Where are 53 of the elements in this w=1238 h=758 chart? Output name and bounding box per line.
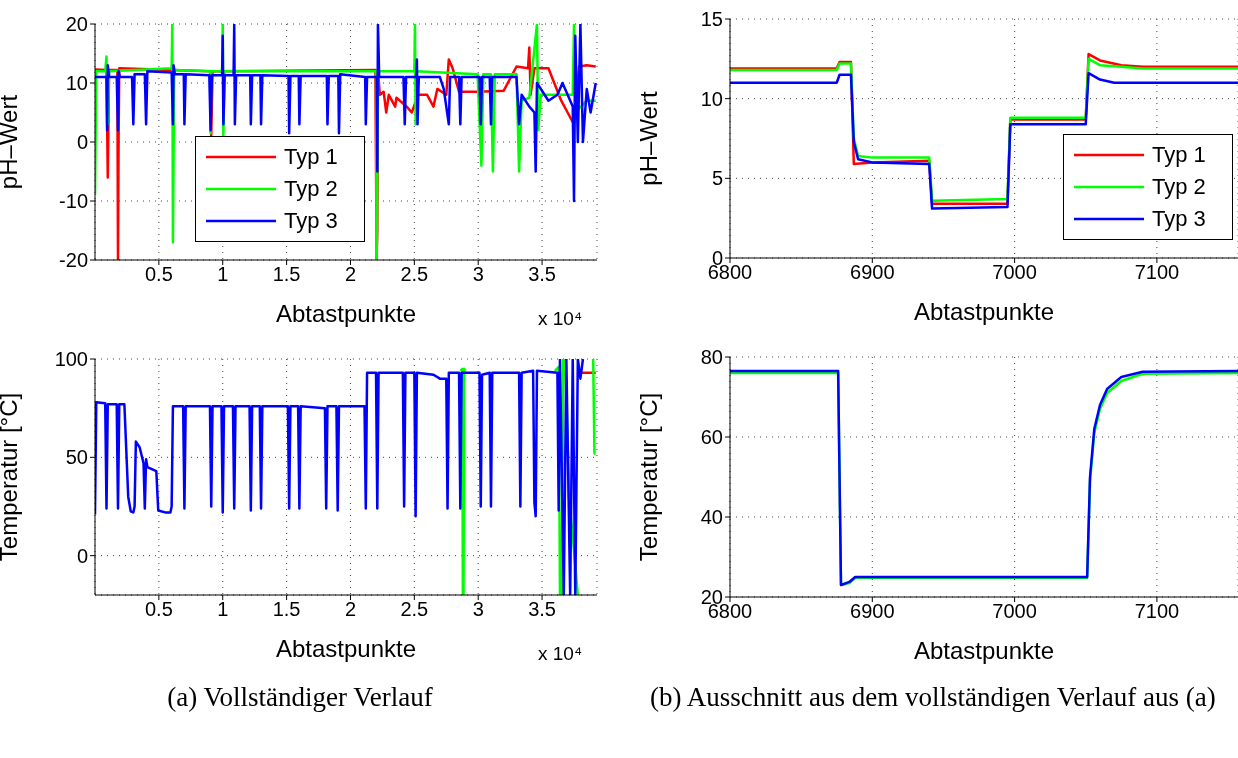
x-axis-title: Abtastpunkte — [913, 637, 1055, 664]
y-axis-title: pH–Wert — [0, 94, 22, 190]
y-axis-title: Temperatur [°C] — [634, 392, 662, 562]
y-tick-label: 0 — [76, 544, 88, 567]
x-tick-label: 0.5 — [144, 263, 173, 286]
x-tick-label: 6900 — [850, 600, 895, 623]
y-tick-label: 40 — [700, 506, 723, 529]
legend-label: Typ 2 — [284, 176, 338, 202]
x-tick-label: 3.5 — [528, 598, 556, 621]
x-tick-label: 3 — [472, 598, 484, 621]
x-tick-label: 7000 — [992, 261, 1037, 284]
x-tick-label: 2 — [344, 598, 357, 621]
y-axis-title: pH–Wert — [634, 91, 662, 186]
x-tick-label: 2.5 — [400, 263, 429, 286]
x-tick-label: 1 — [217, 598, 229, 621]
text: (a) Vollständiger Verlauf — [166, 682, 434, 713]
y-tick-label: 15 — [700, 8, 723, 31]
x-tick-label: 7000 — [992, 600, 1037, 623]
y-tick-label: -20 — [59, 249, 88, 272]
legend-label: Typ 1 — [284, 144, 338, 170]
line-series — [95, 359, 585, 595]
y-tick-label: 100 — [54, 348, 88, 371]
x-tick-label: 0.5 — [144, 598, 173, 621]
x-tick-label: 7100 — [1134, 261, 1180, 284]
x-tick-label: 1.5 — [272, 263, 301, 286]
y-tick-label: 0 — [76, 131, 88, 154]
x-tick-label: 3.5 — [528, 263, 556, 286]
x-tick-label: 2 — [344, 263, 357, 286]
y-tick-label: 20 — [65, 13, 88, 36]
x-tick-label: 1.5 — [272, 598, 301, 621]
y-axis-title: Temperatur [°C] — [0, 392, 22, 562]
text: x 10⁴ — [538, 643, 584, 665]
y-tick-label: 10 — [65, 72, 88, 95]
legend-label: Typ 3 — [284, 208, 338, 234]
x-tick-label: 2.5 — [400, 598, 429, 621]
legend-label: Typ 3 — [1152, 206, 1206, 232]
x-axis-title: Abtastpunkte — [913, 298, 1055, 325]
text: x 10⁴ — [538, 308, 584, 330]
y-tick-label: 10 — [700, 87, 723, 110]
x-axis-title: Abtastpunkte — [275, 300, 417, 327]
y-tick-label: 5 — [711, 167, 723, 190]
y-tick-label: -10 — [59, 190, 88, 213]
x-tick-label: 1 — [217, 263, 229, 286]
y-tick-label: 50 — [65, 446, 88, 469]
x-axis-title: Abtastpunkte — [275, 635, 417, 662]
x-tick-label: 3 — [472, 263, 484, 286]
y-tick-label: 80 — [700, 346, 723, 369]
y-tick-label: 60 — [700, 426, 723, 449]
x-tick-label: 7100 — [1134, 600, 1180, 623]
legend-label: Typ 2 — [1152, 174, 1206, 200]
legend-label: Typ 1 — [1152, 142, 1206, 168]
x-tick-label: 6900 — [850, 261, 895, 284]
text: (b) Ausschnitt aus dem vollständigen Verlauf aus (a) — [650, 682, 1217, 713]
